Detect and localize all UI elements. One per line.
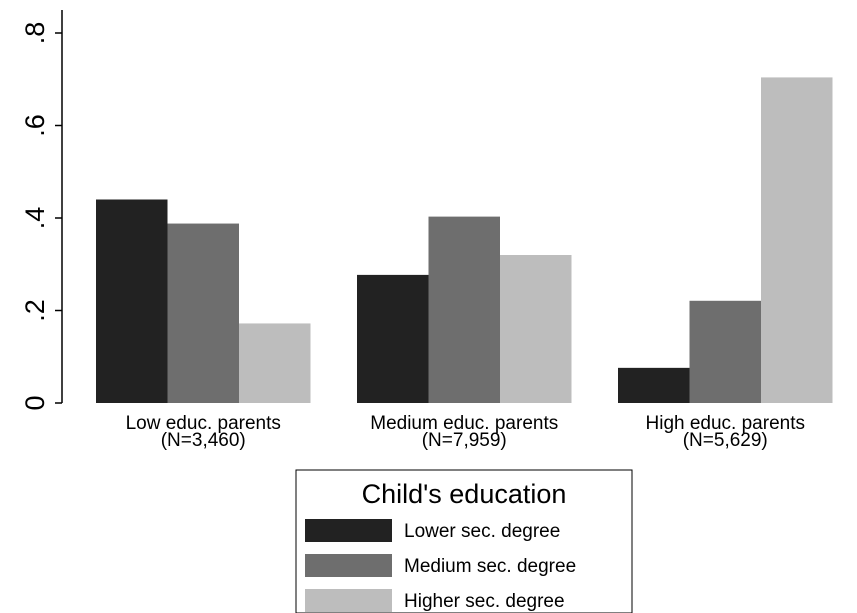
- bar-higher-sec-degree-3: [761, 77, 833, 404]
- x-category-label: (N=7,959): [422, 430, 507, 451]
- x-category-label: High educ. parents: [646, 413, 806, 434]
- bar-higher-sec-degree-2: [500, 255, 572, 403]
- x-category-label: Low educ. parents: [126, 413, 281, 434]
- y-tick-label: .8: [20, 22, 50, 45]
- legend: Child's education Lower sec. degree Mediu…: [295, 469, 633, 613]
- legend-label: Lower sec. degree: [404, 521, 560, 542]
- y-tick-label: .4: [20, 207, 50, 230]
- legend-swatch: [305, 554, 392, 577]
- x-category-labels: Low educ. parents(N=3,460) Medium educ. p…: [126, 413, 805, 451]
- legend-label: Medium sec. degree: [404, 556, 576, 577]
- legend-swatch: [305, 589, 392, 612]
- x-category-label: (N=3,460): [161, 430, 246, 451]
- bar-medium-sec-degree-1: [167, 223, 239, 403]
- bar-medium-sec-degree-3: [689, 300, 761, 403]
- bar-lower-sec-degree-2: [357, 274, 429, 403]
- bar-higher-sec-degree-1: [239, 323, 311, 403]
- y-tick-label: 0: [20, 395, 50, 410]
- y-ticks: 0 .2 .4 .6 .8: [20, 22, 62, 411]
- legend-label: Higher sec. degree: [404, 591, 565, 612]
- legend-title: Child's education: [362, 479, 567, 509]
- legend-swatch: [305, 519, 392, 542]
- plot-area: [96, 77, 833, 404]
- bar-lower-sec-degree-1: [96, 199, 168, 403]
- x-category-label: (N=5,629): [683, 430, 768, 451]
- y-tick-label: .6: [20, 114, 50, 137]
- y-tick-label: .2: [20, 299, 50, 322]
- bar-lower-sec-degree-3: [618, 367, 690, 403]
- bar-medium-sec-degree-2: [428, 216, 500, 403]
- x-category-label: Medium educ. parents: [370, 413, 558, 434]
